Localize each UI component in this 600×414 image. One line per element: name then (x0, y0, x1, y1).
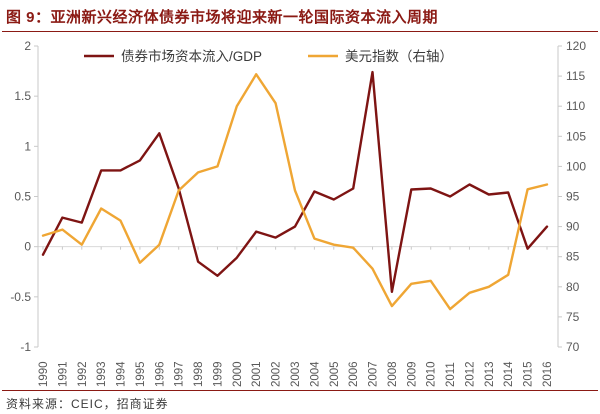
left-axis-tick-label: -0.5 (10, 290, 31, 304)
x-axis-year-label: 2003 (290, 361, 302, 387)
bond-inflow-line (41, 70, 549, 293)
right-axis-tick-label: 105 (566, 129, 586, 143)
left-axis-tick-label: -1 (20, 340, 31, 354)
legend-item: 美元指数（右轴） (308, 49, 453, 64)
source-note: 资料来源：CEIC，招商证券 (6, 397, 169, 411)
x-axis-year-label: 1993 (96, 361, 108, 387)
x-axis-year-label: 2012 (464, 361, 476, 387)
x-axis-year-label: 2016 (542, 361, 554, 387)
right-axis-tick-label: 110 (566, 99, 585, 113)
legend-label: 债券市场资本流入/GDP (121, 48, 262, 64)
left-axis-tick-label: 0.5 (14, 190, 31, 204)
dollar-index-line (41, 73, 549, 311)
figure-title: 图 9：亚洲新兴经济体债券市场将迎来新一轮国际资本流入周期 (6, 9, 439, 26)
line-chart: 2 1.5 1 0.5 0 -0.5 -1 120 115 110 105 100 95 90 85 80 75… (10, 39, 586, 387)
left-axis-tick-label: 1.5 (14, 89, 31, 103)
x-axis-year-label: 2001 (251, 361, 263, 387)
right-axis-tick-label: 100 (566, 159, 586, 173)
chart-area: 2 1.5 1 0.5 0 -0.5 -1 120 115 110 105 100 95 90 85 80 75… (0, 32, 600, 390)
x-axis-year-label: 1992 (77, 361, 89, 387)
right-axis-tick-label: 120 (566, 39, 586, 53)
x-axis-year-label: 2010 (426, 361, 438, 387)
x-axis-year-label: 1998 (193, 361, 205, 387)
x-axis-year-label: 2007 (368, 361, 380, 387)
x-axis-year-label: 2008 (387, 361, 399, 387)
x-axis-year-label: 1994 (116, 361, 128, 387)
x-axis-year-label: 1995 (135, 361, 147, 387)
right-axis-tick-label: 90 (566, 220, 580, 234)
title-divider (2, 31, 598, 32)
x-axis-year-label: 2014 (503, 361, 515, 387)
right-axis-tick-label: 85 (566, 250, 580, 264)
x-axis-year-label: 2009 (406, 361, 418, 387)
right-axis-tick-label: 80 (566, 280, 580, 294)
x-axis-year-label: 2005 (329, 361, 341, 387)
x-axis-year-label: 1996 (154, 361, 166, 387)
x-axis-year-label: 2015 (523, 361, 535, 387)
x-axis-year-label: 2002 (271, 361, 283, 387)
right-axis-tick-label: 115 (566, 69, 585, 83)
legend-item: 债券市场资本流入/GDP (84, 48, 262, 64)
x-axis-year-label: 1999 (212, 361, 224, 387)
left-axis-tick-label: 1 (24, 139, 31, 153)
x-axis-year-label: 1990 (38, 361, 50, 387)
left-axis-tick-label: 2 (24, 39, 31, 53)
footer-divider (2, 390, 598, 391)
right-axis-tick-label: 95 (566, 190, 580, 204)
x-axis-year-label: 2013 (484, 361, 496, 387)
x-axis-year-label: 2004 (309, 361, 321, 387)
x-axis-year-label: 2006 (348, 361, 360, 387)
x-axis-year-label: 2000 (232, 361, 244, 387)
right-axis-tick-label: 75 (566, 310, 580, 324)
x-axis-year-label: 2011 (445, 362, 457, 387)
x-axis-year-label: 1991 (57, 361, 69, 387)
right-axis-tick-label: 70 (566, 340, 580, 354)
x-axis-year-label: 1997 (174, 361, 186, 387)
left-axis-tick-label: 0 (24, 240, 31, 254)
legend-label: 美元指数（右轴） (345, 49, 453, 64)
